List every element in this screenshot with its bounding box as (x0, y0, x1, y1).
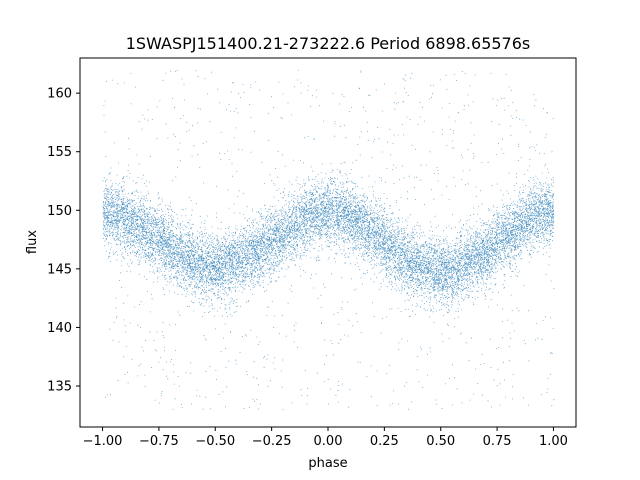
x-tick-label: 0.00 (314, 434, 343, 449)
y-tick-label: 135 (47, 380, 72, 395)
x-tick-label: 0.75 (483, 434, 512, 449)
y-tick-label: 160 (47, 87, 72, 102)
y-tick-label: 150 (47, 204, 72, 219)
y-tick-label: 145 (47, 262, 72, 277)
y-tick-label: 155 (47, 145, 72, 160)
x-axis-ticks: −1.00 −0.75 −0.50 −0.25 0.00 0.25 0.50 0.75 1.00 (83, 427, 568, 449)
y-tick-label: 140 (47, 321, 72, 336)
y-axis-label: flux (25, 230, 40, 254)
x-tick-label: 0.50 (426, 434, 455, 449)
x-tick-label: −0.50 (195, 434, 235, 449)
y-axis-ticks: 135 140 145 150 155 160 (47, 87, 80, 395)
chart-title: 1SWASPJ151400.21-273222.6 Period 6898.65… (126, 34, 531, 53)
x-tick-label: −0.25 (252, 434, 292, 449)
x-tick-label: 0.25 (370, 434, 399, 449)
x-tick-label: −1.00 (83, 434, 123, 449)
x-tick-label: −0.75 (139, 434, 179, 449)
x-axis-label: phase (308, 456, 347, 471)
x-tick-label: 1.00 (539, 434, 568, 449)
